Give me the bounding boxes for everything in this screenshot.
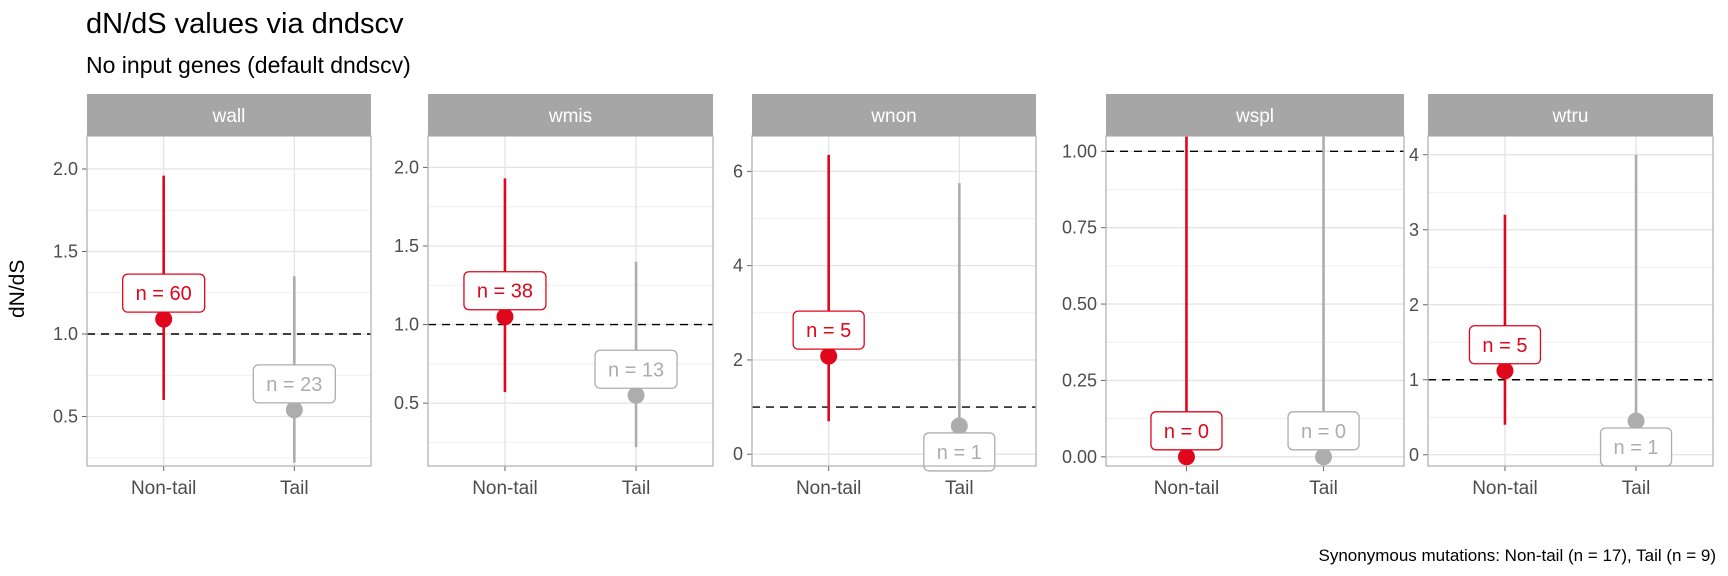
- x-tick-label: Tail: [622, 478, 651, 499]
- data-point: [820, 347, 838, 365]
- y-tick-label: 1.0: [394, 315, 419, 335]
- data-point: [950, 417, 968, 435]
- count-label: n = 23: [266, 374, 322, 396]
- data-point: [1627, 412, 1645, 430]
- x-tick-label: Tail: [945, 478, 974, 499]
- y-tick-label: 1.00: [1062, 141, 1097, 161]
- count-label: n = 5: [1482, 335, 1527, 357]
- panel-background-wtru: [1428, 136, 1713, 466]
- count-label-box: [252, 364, 336, 404]
- data-point: [155, 310, 173, 328]
- data-point: [627, 386, 645, 404]
- facet-strip-label: wmis: [548, 106, 592, 127]
- count-label-box: [1150, 411, 1223, 451]
- y-tick-label: 1: [1409, 370, 1419, 390]
- facet-strip-label: wspl: [1235, 106, 1274, 127]
- data-point: [1496, 362, 1514, 380]
- facet-strip: [428, 94, 713, 136]
- y-tick-label: 0.75: [1062, 218, 1097, 238]
- count-label: n = 38: [477, 281, 533, 303]
- x-tick-label: Non-tail: [1154, 478, 1219, 499]
- count-label: n = 60: [136, 283, 192, 305]
- facet-strip-label: wtru: [1552, 106, 1589, 127]
- y-tick-label: 0.00: [1062, 447, 1097, 467]
- y-tick-label: 2.0: [394, 157, 419, 177]
- facet-strip: [87, 94, 371, 136]
- chart-subtitle: No input genes (default dndscv): [86, 52, 411, 78]
- y-tick-label: 6: [733, 161, 743, 181]
- y-tick-label: 1.5: [394, 236, 419, 256]
- panel-background-wspl: [1106, 136, 1404, 466]
- count-label-box: [463, 271, 547, 311]
- data-point: [496, 308, 514, 326]
- count-label: n = 0: [1164, 421, 1209, 443]
- y-tick-label: 0.5: [53, 407, 78, 427]
- y-tick-label: 0.5: [394, 393, 419, 413]
- x-tick-label: Non-tail: [796, 478, 861, 499]
- x-tick-label: Non-tail: [472, 478, 537, 499]
- y-tick-label: 2: [1409, 295, 1419, 315]
- count-label-box: [122, 273, 206, 313]
- count-label-box: [594, 349, 678, 389]
- y-tick-label: 4: [733, 256, 743, 276]
- count-label: n = 1: [937, 442, 982, 464]
- y-tick-label: 0: [733, 444, 743, 464]
- facet-strip: [752, 94, 1036, 136]
- count-label-box: [1287, 411, 1360, 451]
- count-label: n = 5: [806, 320, 851, 342]
- facet-strip: [1428, 94, 1713, 136]
- data-point: [285, 401, 303, 419]
- count-label-box: [923, 432, 996, 472]
- data-point: [1177, 448, 1195, 466]
- y-tick-label: 2.0: [53, 159, 78, 179]
- chart-caption: Synonymous mutations: Non-tail (n = 17),…: [1318, 546, 1716, 565]
- y-tick-label: 3: [1409, 220, 1419, 240]
- chart-title: dN/dS values via dndscv: [86, 8, 404, 40]
- count-label: n = 0: [1301, 421, 1346, 443]
- count-label: n = 13: [608, 359, 664, 381]
- x-tick-label: Non-tail: [131, 478, 196, 499]
- y-tick-label: 0.50: [1062, 294, 1097, 314]
- y-tick-label: 2: [733, 350, 743, 370]
- facet-strip-label: wall: [212, 106, 246, 127]
- x-tick-label: Tail: [1622, 478, 1651, 499]
- y-tick-label: 0: [1409, 445, 1419, 465]
- x-tick-label: Non-tail: [1472, 478, 1537, 499]
- y-tick-label: 1.0: [53, 324, 78, 344]
- y-tick-label: 1.5: [53, 242, 78, 262]
- count-label-box: [792, 310, 865, 350]
- data-point: [1315, 448, 1333, 466]
- count-label-box: [1468, 325, 1542, 365]
- y-tick-label: 0.25: [1062, 370, 1097, 390]
- x-tick-label: Tail: [280, 478, 309, 499]
- panel-background-wnon: [752, 136, 1036, 466]
- count-label: n = 1: [1614, 437, 1659, 459]
- facet-strip: [1106, 94, 1404, 136]
- facet-strip-label: wnon: [870, 106, 916, 127]
- y-tick-label: 4: [1409, 145, 1419, 165]
- x-tick-label: Tail: [1309, 478, 1338, 499]
